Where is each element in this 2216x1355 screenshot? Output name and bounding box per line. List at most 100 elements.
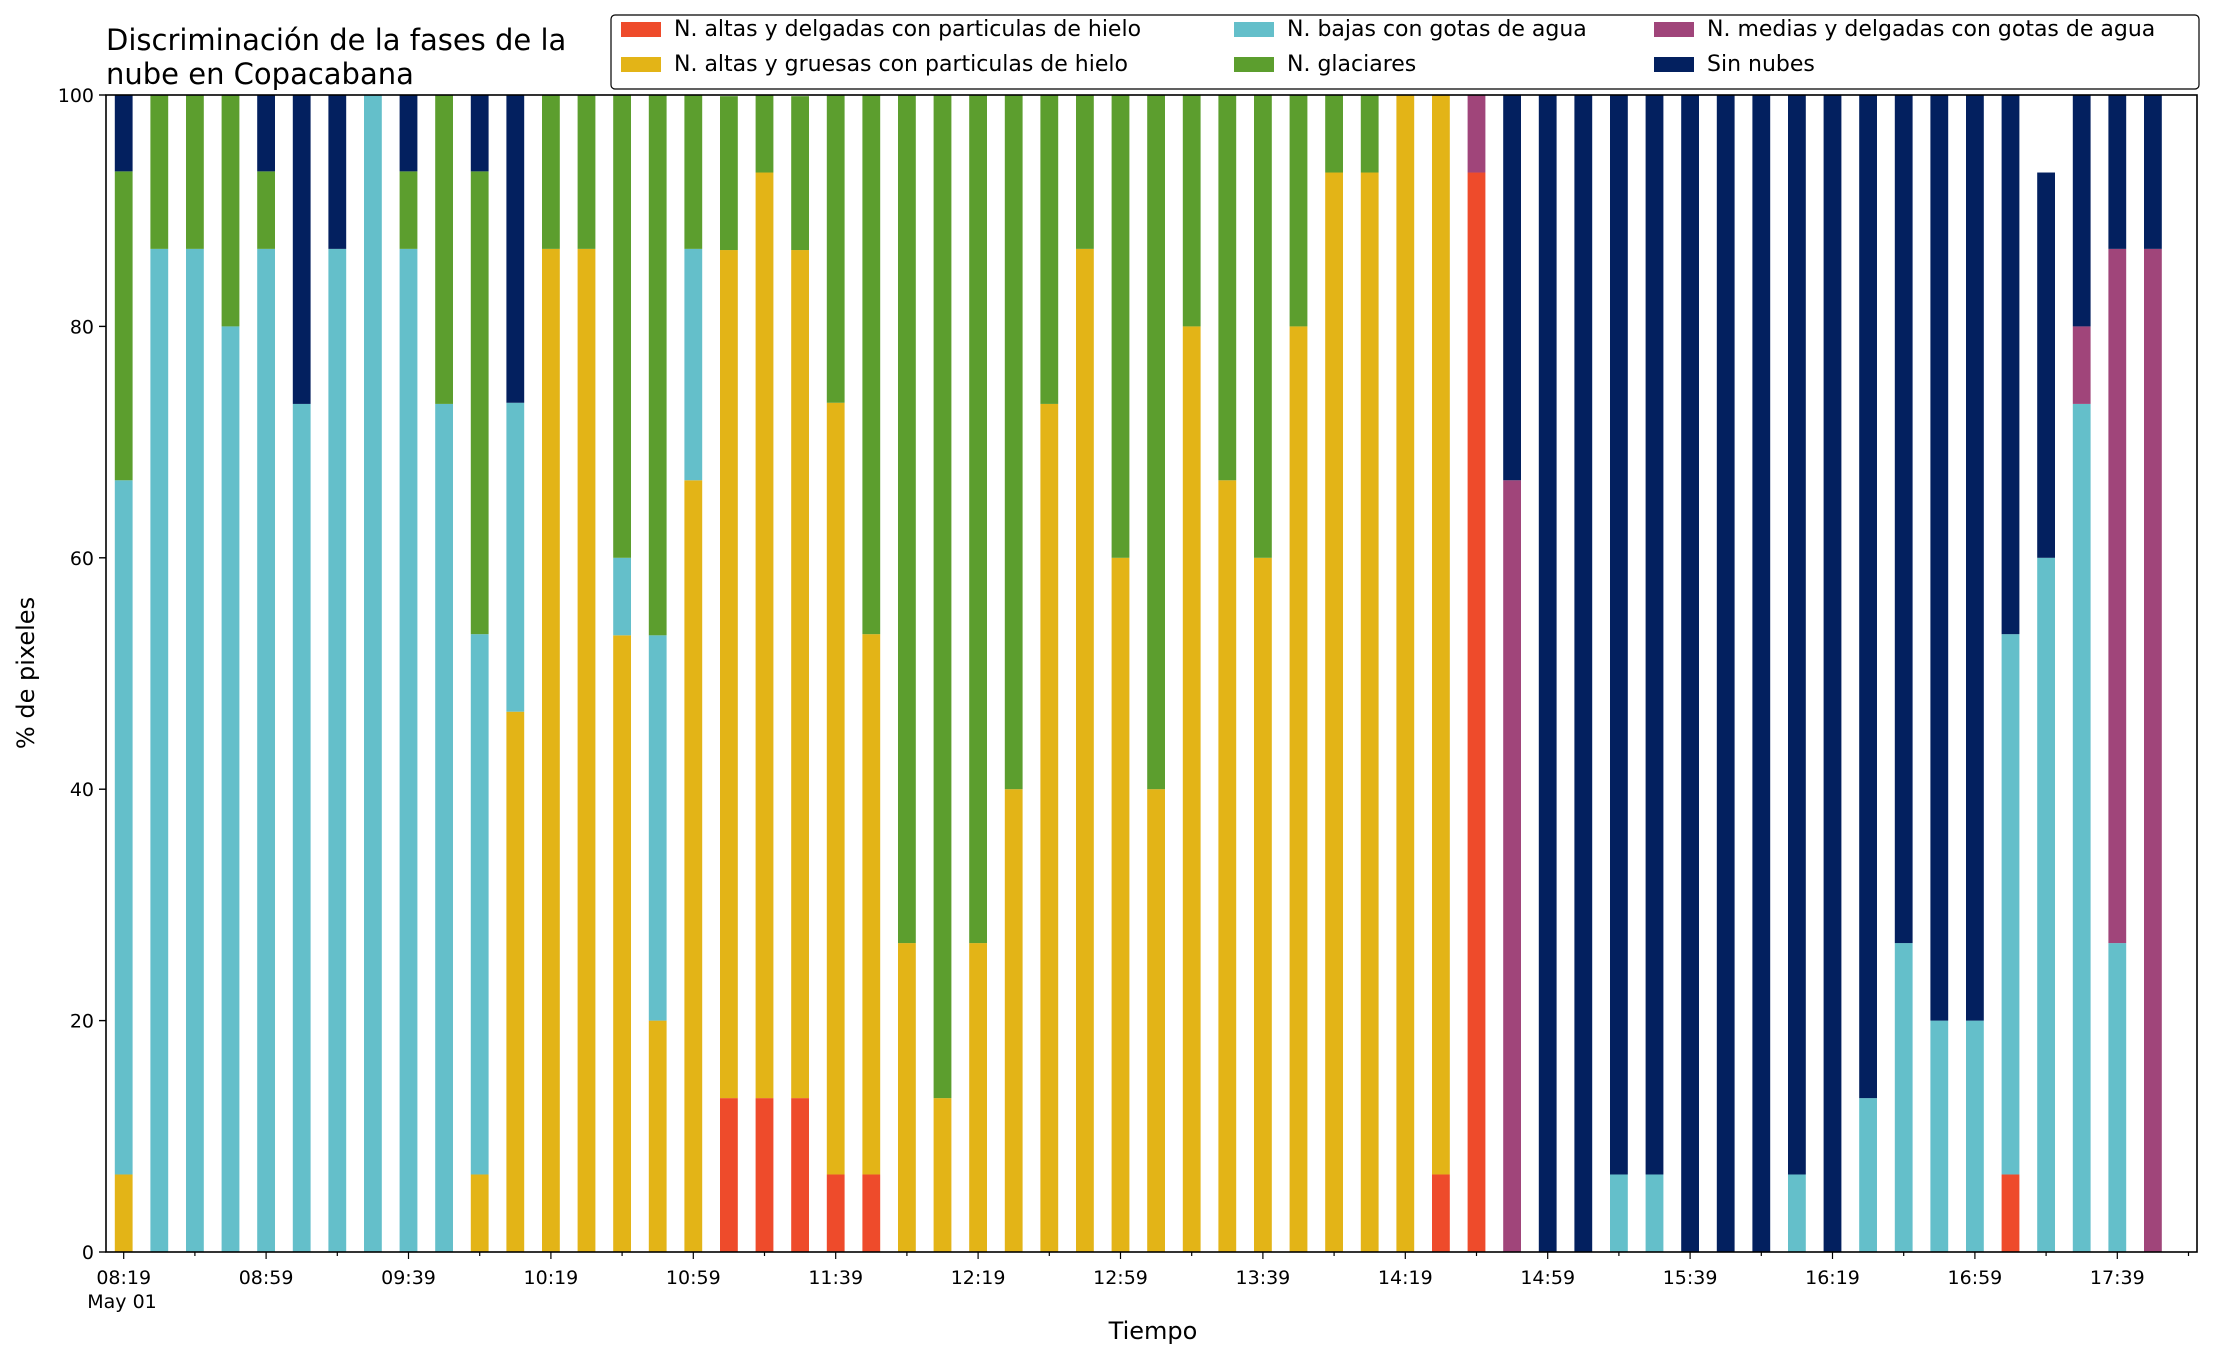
bar-segment xyxy=(1254,95,1272,558)
bar-segment xyxy=(186,95,204,249)
bar-segment xyxy=(826,402,845,1175)
bar-segment xyxy=(1966,1020,1984,1252)
x-tick-label: 11:39 xyxy=(808,1267,863,1289)
bar-segment xyxy=(1645,95,1664,1175)
bar-segment xyxy=(542,248,560,1252)
bar-segment xyxy=(898,943,916,1252)
bar-segment xyxy=(1610,95,1628,1175)
bar-segment xyxy=(1930,1020,1949,1252)
bar-segment xyxy=(1823,95,1842,1252)
bar-segment xyxy=(1325,172,1343,1252)
bar-segment xyxy=(1218,480,1237,1252)
bar-segment xyxy=(1503,480,1521,1252)
bar-segment xyxy=(1645,1174,1664,1252)
legend-swatch xyxy=(1234,57,1274,72)
bar-segment xyxy=(1716,95,1735,1252)
bar-segment xyxy=(648,635,667,1021)
x-tick-label: 12:59 xyxy=(1093,1267,1148,1289)
bar-segment xyxy=(862,95,881,635)
bar-segment xyxy=(2108,943,2127,1252)
chart-title-line-2: nube en Copacabana xyxy=(106,57,414,91)
bar-segment xyxy=(114,480,133,1175)
bar-segment xyxy=(1040,95,1059,404)
legend-swatch xyxy=(621,57,661,72)
bar-segment xyxy=(1111,95,1130,558)
bar-segment xyxy=(2072,95,2091,327)
bar-segment xyxy=(720,96,738,251)
y-tick-label: 60 xyxy=(70,548,94,570)
bar-segment xyxy=(2144,248,2162,1252)
bar-segment xyxy=(257,171,275,249)
bar-segment xyxy=(435,403,453,1252)
x-tick-label: 15:39 xyxy=(1663,1267,1718,1289)
bar-segment xyxy=(1289,95,1308,327)
legend-label: N. bajas con gotas de agua xyxy=(1287,17,1587,42)
bar-segment xyxy=(1182,95,1201,327)
x-tick-label: 10:19 xyxy=(524,1267,579,1289)
legend: N. altas y delgadas con particulas de hi… xyxy=(610,14,2200,90)
bar-segment xyxy=(257,95,275,172)
y-tick-label: 80 xyxy=(70,316,94,338)
y-tick-label: 0 xyxy=(82,1242,94,1264)
bar-segment xyxy=(186,248,204,1252)
bar-segment xyxy=(826,1174,845,1252)
bar-segment xyxy=(577,248,596,1252)
bar-segment xyxy=(613,557,631,636)
bar-segment xyxy=(470,634,489,1175)
bar-segment xyxy=(150,248,169,1252)
y-axis-label: % de pixeles xyxy=(12,597,40,749)
x-tick-label: 13:39 xyxy=(1236,1267,1291,1289)
bar-segment xyxy=(1004,789,1023,1252)
bar-segment xyxy=(1894,95,1913,944)
bar-segment xyxy=(1788,95,1806,1175)
bar-segment xyxy=(933,95,952,1099)
bar-segment xyxy=(2037,557,2055,1252)
x-tick-label: 12:19 xyxy=(951,1267,1006,1289)
bar-segment xyxy=(1360,95,1379,173)
legend-label: N. medias y delgadas con gotas de agua xyxy=(1707,17,2155,42)
bar-segment xyxy=(1930,95,1949,1021)
axes-layer xyxy=(105,94,2198,1253)
bar-segment xyxy=(1894,943,1913,1252)
x-axis-ticks: 08:19 08:59 09:39 10:19 10:59 11:39 12:19 12:59… xyxy=(96,1252,2190,1289)
legend-swatch xyxy=(1234,22,1274,37)
bar-segment xyxy=(1325,95,1343,173)
bar-segment xyxy=(1752,95,1771,1252)
bar-segment xyxy=(791,96,809,251)
bar-segment xyxy=(969,943,987,1252)
bar-segment xyxy=(1432,95,1450,1175)
legend-label: N. altas y gruesas con particulas de hie… xyxy=(674,52,1128,77)
bar-segment xyxy=(791,1098,809,1252)
y-tick-label: 40 xyxy=(70,779,94,801)
x-tick-label: 10:59 xyxy=(666,1267,721,1289)
bar-segment xyxy=(648,1020,667,1252)
bar-segment xyxy=(1147,95,1165,790)
legend-swatch xyxy=(1654,57,1694,72)
bar-segment xyxy=(1503,95,1521,481)
bar-segment xyxy=(364,95,382,1252)
plot-frame xyxy=(105,94,2198,1253)
bar-segment xyxy=(150,95,169,249)
bar-segment xyxy=(506,402,525,712)
bar-segment xyxy=(862,634,881,1175)
bar-segment xyxy=(435,95,453,404)
bar-segment xyxy=(1076,248,1094,1252)
bar-segment xyxy=(114,171,133,481)
legend-label: N. glaciares xyxy=(1287,52,1416,77)
bar-segment xyxy=(1966,95,1984,1021)
bar-segment xyxy=(470,171,489,635)
bar-segment xyxy=(684,248,703,481)
bar-segment xyxy=(1538,95,1557,1252)
bar-segment xyxy=(720,1098,738,1252)
bar-segment xyxy=(1111,557,1130,1252)
x-tick-label: 09:39 xyxy=(381,1267,436,1289)
bar-segment xyxy=(720,250,738,1099)
bar-segment xyxy=(328,95,347,249)
bar-segment xyxy=(933,1098,952,1252)
legend-swatch xyxy=(1654,22,1694,37)
bar-segment xyxy=(969,95,987,944)
bar-segment xyxy=(114,1174,133,1252)
bar-segment xyxy=(328,248,347,1252)
bar-segment xyxy=(2108,95,2127,249)
